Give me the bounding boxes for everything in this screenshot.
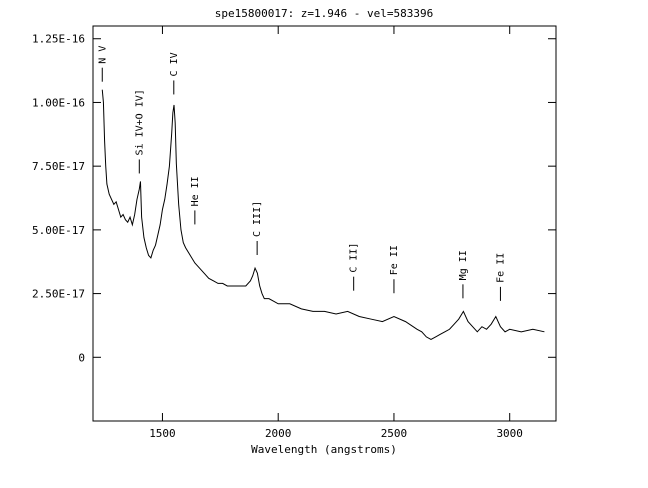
annotation-label-5: C II] [349, 243, 360, 273]
annotation-label-7: Mg II [458, 250, 469, 280]
y-tick-label-0: 0 [78, 351, 85, 364]
y-tick-label-1: 2.50E-17 [32, 288, 85, 301]
x-tick-label-1: 2000 [265, 427, 292, 440]
annotation-label-0: N V [97, 46, 108, 64]
x-axis: 1500 2000 2500 3000 [149, 26, 523, 440]
annotation-label-6: Fe II [389, 245, 400, 275]
y-tick-label-4: 1.00E-16 [32, 96, 85, 109]
x-tick-label-2: 2500 [381, 427, 408, 440]
y-tick-label-3: 7.50E-17 [32, 160, 85, 173]
y-axis: 0 2.50E-17 5.00E-17 7.50E-17 1.00E-16 1.25E-1… [32, 33, 556, 364]
y-tick-label-5: 1.25E-16 [32, 33, 85, 46]
annotation-label-8: Fe II [495, 253, 506, 283]
annotation-label-4: C III] [252, 201, 263, 237]
x-axis-label: Wavelength (angstroms) [251, 443, 397, 456]
x-tick-label-0: 1500 [149, 427, 176, 440]
plot-frame [92, 25, 557, 422]
series-layer [101, 89, 545, 341]
series-line-0 [101, 89, 545, 341]
x-tick-label-3: 3000 [496, 427, 523, 440]
annotation-label-3: He II [190, 176, 201, 206]
annotation-layer: N V Si IV+O IV] C IV He II C III] C II] Fe II M… [97, 46, 506, 301]
annotation-label-1: Si IV+O IV] [134, 89, 145, 155]
annotation-label-2: C IV [169, 52, 180, 76]
chart-title: spe15800017: z=1.946 - vel=583396 [215, 7, 434, 20]
y-tick-label-2: 5.00E-17 [32, 224, 85, 237]
